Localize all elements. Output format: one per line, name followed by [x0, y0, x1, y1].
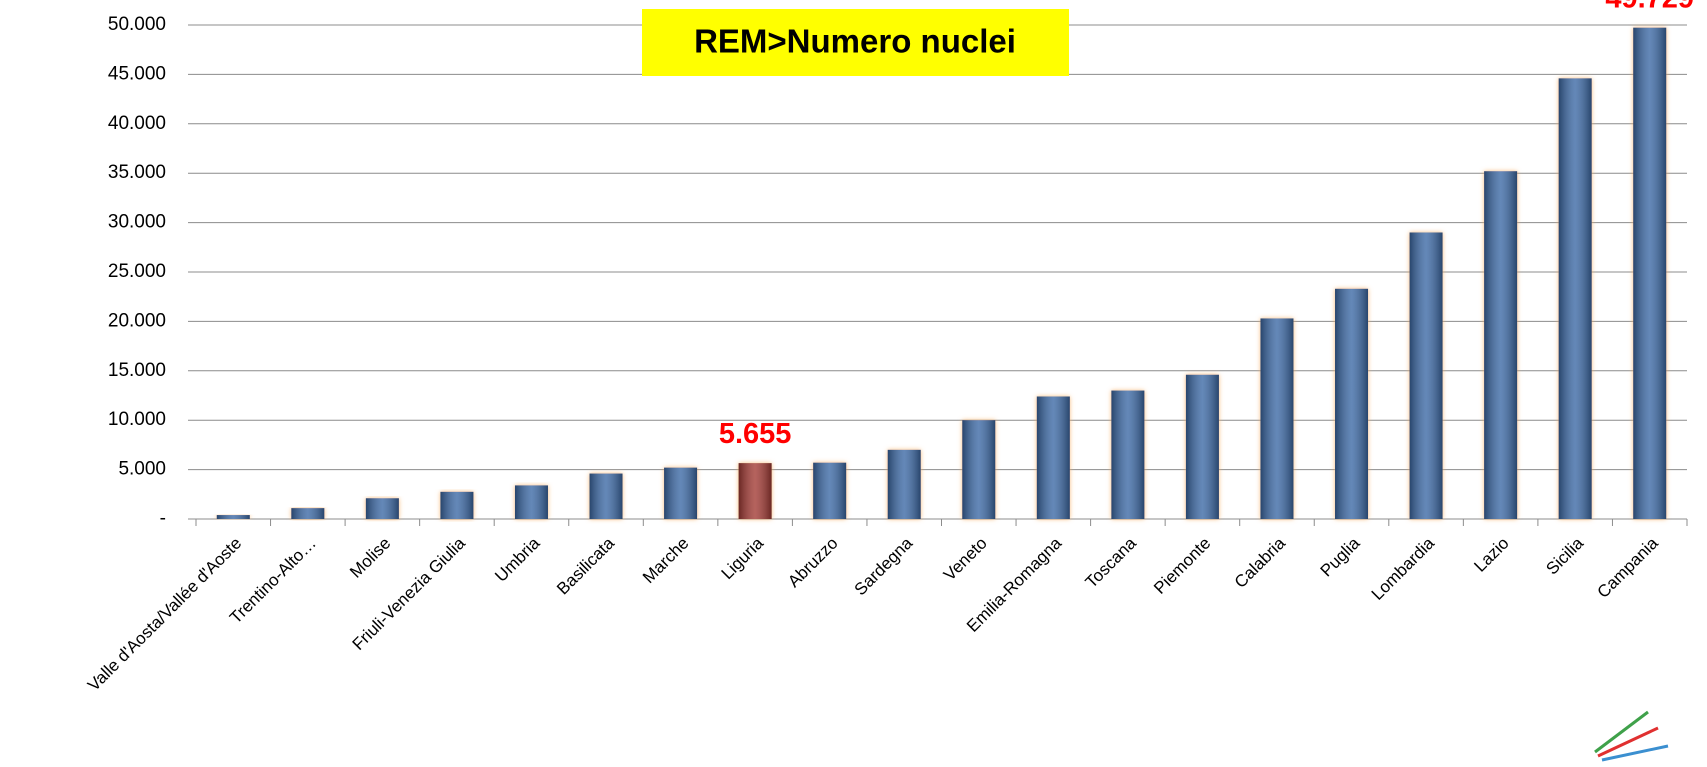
bar-shade [664, 467, 698, 519]
bar-shade [1185, 374, 1219, 519]
y-tick-label: 45.000 [108, 63, 166, 84]
x-tick-label: Molise [346, 534, 394, 582]
y-tick-label: 10.000 [108, 409, 166, 430]
logo-line [1601, 744, 1669, 762]
bar-shade [1409, 232, 1443, 520]
x-tick-label: Lombardia [1368, 533, 1439, 604]
x-tick-label: Veneto [940, 534, 991, 585]
bar-shade [887, 449, 921, 519]
y-tick-label: 40.000 [108, 113, 166, 134]
bar-shade [1036, 396, 1070, 519]
y-tick-label: 35.000 [108, 162, 166, 183]
x-tick-label: Lazio [1470, 534, 1512, 576]
y-tick-label: 50.000 [108, 14, 166, 35]
bar-shade [216, 515, 250, 519]
x-tick-label: Piemonte [1150, 534, 1214, 598]
bar-shade [813, 462, 847, 519]
plot-area: - 5.000 10.000 15.000 20.000 25.000 30.000 35.0… [84, 0, 1694, 695]
x-tick-label: Campania [1593, 533, 1662, 602]
logo-line [1597, 726, 1659, 758]
x-tick-label: Calabria [1231, 533, 1290, 592]
logo [1594, 710, 1669, 762]
y-tick-label: 25.000 [108, 261, 166, 282]
x-tick-label: Toscana [1082, 533, 1141, 592]
x-tick-label: Abruzzo [784, 534, 842, 592]
logo-line [1594, 710, 1649, 754]
bar-shade [1260, 318, 1294, 519]
x-tick-label: Puglia [1317, 533, 1364, 580]
y-tick-label: 30.000 [108, 212, 166, 233]
bar-shade [738, 463, 772, 519]
bar-shade [1633, 27, 1667, 519]
bar-shade [514, 485, 548, 519]
y-tick-label: 5.000 [118, 459, 166, 480]
bar-shade [1484, 171, 1518, 519]
x-tick-label: Valle d'Aosta/Vallée d'Aoste [84, 534, 245, 695]
x-tick-label: Sicilia [1542, 533, 1587, 578]
y-tick-label: - [160, 508, 166, 529]
bar-shade [365, 498, 399, 519]
bar-shade [1335, 288, 1369, 519]
title-box [642, 9, 1069, 76]
bar-shade [291, 508, 325, 519]
value-label: 5.655 [719, 418, 792, 450]
y-tick-label: 20.000 [108, 310, 166, 331]
bar-shade [589, 473, 623, 519]
chart-title: REM>Numero nuclei [694, 23, 1016, 60]
y-tick-label: 15.000 [108, 360, 166, 381]
bar-shade [1558, 78, 1592, 520]
bar-shade [962, 420, 996, 519]
x-tick-label: Sardegna [851, 533, 917, 599]
value-label: 49.729 [1605, 0, 1694, 14]
x-tick-label: Umbria [491, 533, 544, 586]
bar-shade [1111, 390, 1145, 519]
bar-shade [440, 491, 474, 519]
x-tick-label: Basilicata [553, 533, 618, 598]
x-tick-label: Liguria [718, 533, 768, 583]
x-tick-label: Marche [639, 534, 693, 588]
